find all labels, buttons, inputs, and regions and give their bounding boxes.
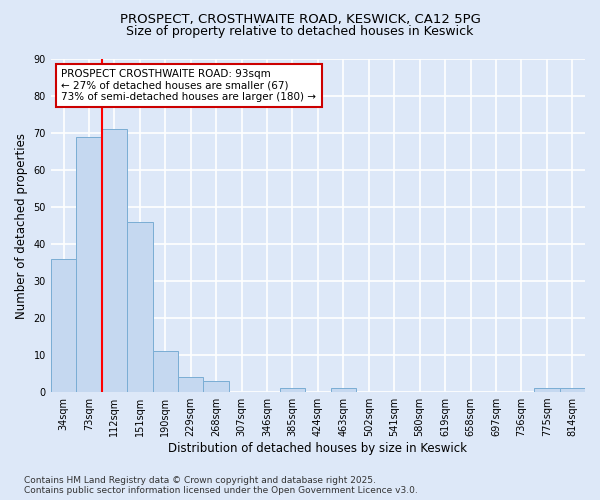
Bar — [51, 259, 76, 392]
Bar — [101, 130, 127, 392]
X-axis label: Distribution of detached houses by size in Keswick: Distribution of detached houses by size … — [169, 442, 467, 455]
Bar — [76, 136, 101, 392]
Bar — [178, 378, 203, 392]
Bar — [331, 388, 356, 392]
Bar — [152, 352, 178, 392]
Bar — [280, 388, 305, 392]
Bar — [534, 388, 560, 392]
Bar — [127, 222, 152, 392]
Y-axis label: Number of detached properties: Number of detached properties — [15, 132, 28, 318]
Bar — [203, 381, 229, 392]
Text: PROSPECT, CROSTHWAITE ROAD, KESWICK, CA12 5PG: PROSPECT, CROSTHWAITE ROAD, KESWICK, CA1… — [119, 12, 481, 26]
Bar — [560, 388, 585, 392]
Text: Size of property relative to detached houses in Keswick: Size of property relative to detached ho… — [127, 25, 473, 38]
Text: PROSPECT CROSTHWAITE ROAD: 93sqm
← 27% of detached houses are smaller (67)
73% o: PROSPECT CROSTHWAITE ROAD: 93sqm ← 27% o… — [61, 69, 316, 102]
Text: Contains HM Land Registry data © Crown copyright and database right 2025.
Contai: Contains HM Land Registry data © Crown c… — [24, 476, 418, 495]
